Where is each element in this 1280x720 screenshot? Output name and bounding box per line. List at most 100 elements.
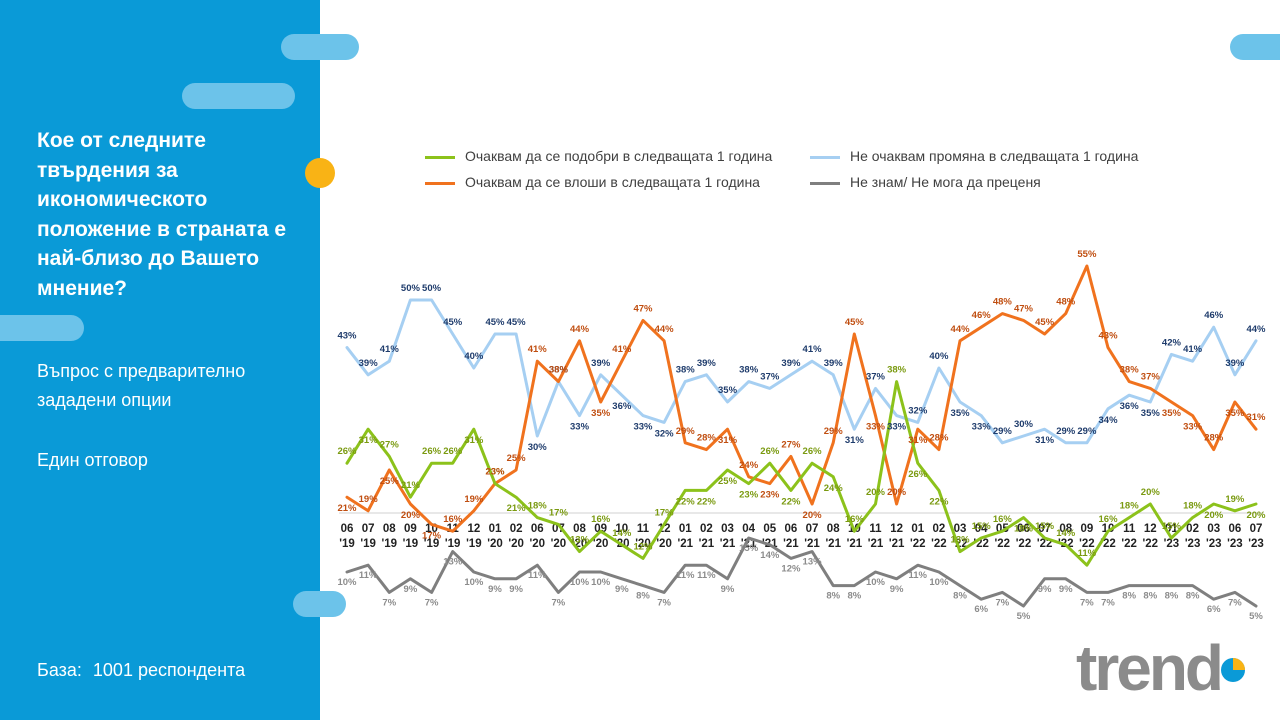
x-tick-label: 12'21: [889, 523, 905, 550]
decor-pill: [0, 315, 84, 341]
x-tick-label: 11'20: [635, 523, 651, 550]
x-tick-label: 09'19: [403, 523, 419, 550]
data-label: 16%: [443, 514, 463, 525]
data-label: 40%: [464, 351, 484, 362]
logo-dot-segment-icon: [1233, 658, 1245, 670]
x-tick-label: 01'22: [910, 523, 926, 550]
data-label: 14%: [1056, 528, 1076, 539]
series-line: [345, 298, 1258, 445]
data-label: 35%: [951, 408, 971, 419]
data-label: 37%: [760, 371, 780, 382]
sample-base-value: 1001 респондента: [92, 660, 246, 680]
data-label: 41%: [803, 344, 823, 355]
data-label: 20%: [887, 487, 907, 498]
data-label: 21%: [337, 503, 357, 514]
data-label: 31%: [1035, 435, 1055, 446]
data-label: 8%: [826, 591, 840, 602]
data-label: 29%: [993, 426, 1013, 437]
sample-base: База: 1001 респондента: [37, 660, 245, 681]
data-label: 39%: [697, 358, 717, 369]
data-label: 32%: [655, 428, 675, 439]
data-label: 9%: [721, 584, 735, 595]
data-label: 8%: [1165, 591, 1179, 602]
data-label: 11%: [697, 570, 716, 581]
data-label: 26%: [337, 446, 357, 457]
data-label: 38%: [887, 365, 907, 376]
data-label: 26%: [760, 446, 780, 457]
data-label: 30%: [528, 442, 548, 453]
series-line: [345, 264, 1258, 533]
data-label: 38%: [739, 365, 759, 376]
data-label: 31%: [1246, 412, 1266, 423]
data-label: 11%: [676, 570, 695, 581]
data-label: 7%: [552, 597, 566, 608]
data-label: 35%: [718, 385, 738, 396]
data-label: 7%: [1080, 597, 1094, 608]
data-label: 26%: [908, 469, 928, 480]
data-label: 27%: [781, 439, 801, 450]
data-label: 39%: [591, 358, 611, 369]
data-label: 39%: [359, 358, 379, 369]
data-label: 17%: [655, 507, 675, 518]
data-label: 26%: [422, 446, 442, 457]
data-label: 40%: [929, 351, 949, 362]
x-tick-label: 02'21: [699, 523, 715, 550]
data-label: 7%: [657, 597, 671, 608]
x-tick-label: 03'21: [720, 523, 736, 550]
data-label: 33%: [887, 422, 907, 433]
data-label: 21%: [507, 503, 527, 514]
data-label: 31%: [845, 435, 865, 446]
data-label: 9%: [1038, 584, 1052, 595]
x-tick-label: 09'22: [1079, 523, 1095, 550]
data-label: 19%: [464, 494, 484, 505]
data-label: 9%: [1059, 584, 1073, 595]
data-label: 38%: [1120, 365, 1140, 376]
data-label: 31%: [464, 435, 484, 446]
x-tick-label: 07'21: [804, 523, 820, 550]
data-label: 22%: [697, 496, 717, 507]
data-label: 33%: [1183, 422, 1203, 433]
data-label: 20%: [1246, 510, 1266, 521]
data-label: 33%: [570, 422, 590, 433]
data-label: 39%: [824, 358, 844, 369]
data-label: 13%: [570, 535, 590, 546]
legend-label: Очаквам да се влоши в следващата 1 годин…: [465, 174, 760, 190]
data-label: 41%: [1183, 344, 1203, 355]
legend-item: Не очаквам промяна в следващата 1 година: [810, 148, 1138, 164]
data-label: 11%: [528, 570, 547, 581]
data-label: 10%: [591, 577, 611, 588]
data-label: 8%: [1186, 591, 1200, 602]
data-label: 9%: [615, 584, 629, 595]
data-label: 6%: [974, 604, 988, 615]
x-tick-label: 12'22: [1143, 523, 1159, 550]
decor-dot: [305, 158, 335, 188]
decor-pill: [182, 83, 295, 109]
data-label: 38%: [549, 365, 569, 376]
x-tick-label: 08'21: [825, 523, 841, 550]
x-tick-label: 06'19: [339, 523, 355, 550]
x-tick-label: 03'23: [1206, 523, 1222, 550]
data-label: 44%: [951, 324, 971, 335]
data-label: 20%: [866, 487, 886, 498]
legend-swatch: [425, 155, 455, 159]
data-label: 7%: [1228, 597, 1242, 608]
x-tick-label: 12'20: [656, 523, 672, 550]
x-tick-label: 11'21: [868, 523, 884, 550]
data-label: 41%: [380, 344, 400, 355]
data-label: 35%: [591, 408, 611, 419]
decor-pill: [293, 591, 346, 617]
x-tick-label: 06'23: [1227, 523, 1243, 550]
x-tick-label: 02'20: [508, 523, 524, 550]
data-label: 31%: [718, 435, 738, 446]
x-tick-label: 07'20: [551, 523, 567, 550]
legend-label: Очаквам да се подобри в следващата 1 год…: [465, 148, 773, 164]
data-label: 8%: [953, 591, 967, 602]
data-label: 29%: [1077, 426, 1097, 437]
data-label: 45%: [443, 317, 463, 328]
series-line: [345, 380, 1258, 567]
data-label: 8%: [1143, 591, 1157, 602]
legend-item: Очаквам да се подобри в следващата 1 год…: [425, 148, 772, 164]
legend-swatch: [810, 181, 840, 185]
data-label: 15%: [972, 521, 992, 532]
data-label: 37%: [866, 371, 886, 382]
